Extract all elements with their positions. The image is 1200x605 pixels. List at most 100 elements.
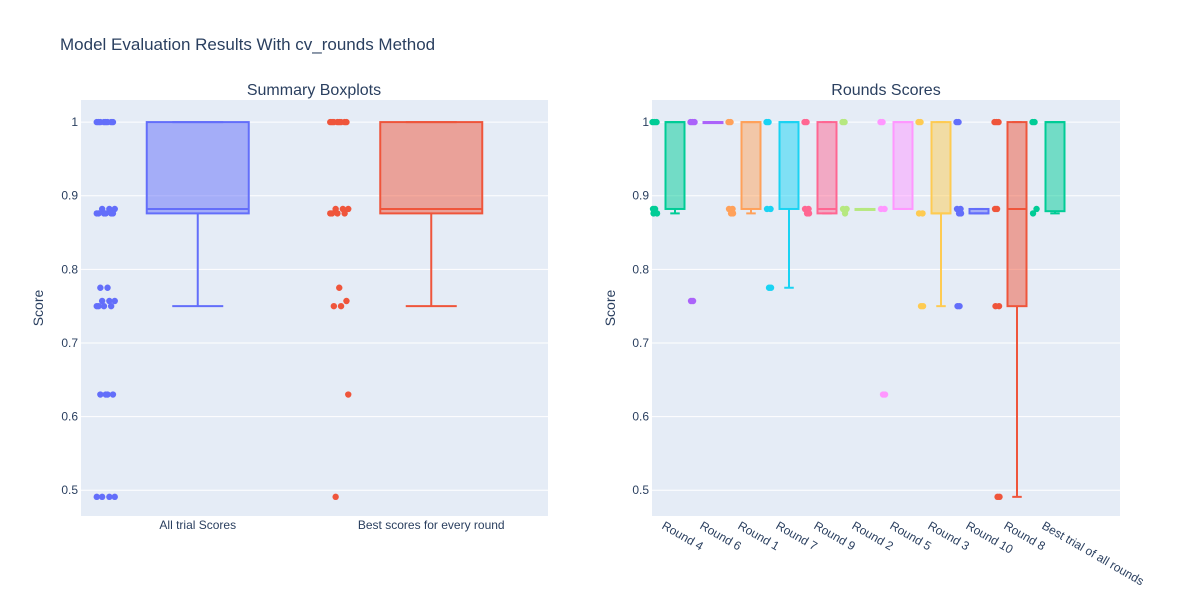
data-point	[104, 391, 111, 398]
data-point	[111, 297, 118, 305]
y-tick-label: 0.6	[632, 410, 649, 424]
data-point	[343, 118, 350, 126]
y-tick-label: 1	[642, 115, 649, 129]
data-point	[881, 391, 889, 398]
data-point	[915, 210, 923, 217]
summary-boxplots-title: Summary Boxplots	[247, 82, 381, 99]
data-point	[345, 205, 352, 213]
data-point	[334, 210, 341, 217]
x-tick-label: Round 4	[660, 518, 707, 553]
y-tick-label: 0.9	[61, 189, 78, 203]
data-point	[345, 391, 352, 398]
x-tick-label: Round 6	[698, 518, 745, 553]
data-point	[767, 284, 775, 291]
data-point	[330, 118, 338, 126]
series-group	[327, 118, 484, 501]
data-point	[992, 302, 999, 310]
data-point	[956, 302, 963, 310]
series-group	[1029, 118, 1066, 217]
y-tick-label: 0.6	[61, 410, 78, 424]
data-point	[109, 391, 117, 398]
data-point	[341, 210, 348, 217]
data-point	[805, 210, 813, 217]
data-point	[107, 302, 115, 310]
series-group	[763, 118, 800, 291]
series-group	[953, 118, 990, 310]
data-point	[653, 118, 660, 126]
data-point	[98, 493, 106, 501]
box	[740, 121, 762, 210]
box	[145, 121, 250, 215]
data-point	[763, 205, 771, 213]
series-group	[839, 118, 876, 217]
data-point	[727, 118, 734, 126]
data-point	[993, 205, 1001, 213]
box	[930, 121, 952, 215]
data-point	[337, 118, 345, 126]
data-point	[995, 118, 1002, 126]
box	[778, 121, 800, 210]
box	[1006, 121, 1028, 308]
data-point	[93, 493, 100, 501]
data-point	[109, 118, 117, 126]
data-point	[803, 118, 810, 126]
series-group	[877, 118, 914, 398]
figure-title: Model Evaluation Results With cv_rounds …	[60, 35, 435, 54]
y-tick-label: 0.8	[61, 262, 78, 276]
x-tick-label: Round 3	[926, 518, 973, 553]
data-point	[841, 210, 849, 217]
x-tick-label: Round 5	[888, 518, 935, 553]
data-point	[328, 210, 336, 217]
x-tick-label: Round 2	[850, 518, 897, 553]
data-point	[917, 118, 924, 126]
data-point	[332, 493, 339, 501]
series-group	[649, 118, 686, 217]
data-point	[919, 302, 927, 310]
box	[816, 121, 838, 215]
data-point	[336, 284, 343, 291]
series-group	[991, 118, 1028, 501]
y-tick-label: 0.5	[61, 483, 78, 497]
data-point	[343, 297, 350, 305]
series-group	[725, 118, 762, 217]
box	[379, 121, 484, 215]
box	[664, 121, 686, 210]
data-point	[689, 297, 697, 305]
data-point	[337, 302, 345, 310]
summary-y-axis-label: Score	[30, 290, 46, 327]
data-point	[650, 210, 657, 217]
y-tick-label: 0.7	[61, 336, 78, 350]
data-point	[1033, 205, 1040, 213]
x-tick-label: Round 1	[736, 518, 783, 553]
data-point	[97, 118, 104, 126]
summary-boxplots-panel: Summary Boxplots Score 0.5 0.6 0.7 0.8 0.9 1 A…	[30, 82, 548, 532]
series-group	[801, 118, 838, 217]
y-tick-label: 0.5	[632, 483, 649, 497]
data-point	[97, 391, 104, 398]
data-point	[765, 118, 772, 126]
x-tick-label: Best trial of all rounds	[1040, 518, 1147, 588]
data-point	[1031, 118, 1038, 126]
data-point	[330, 302, 338, 310]
x-tick-label: Best scores for every round	[358, 518, 505, 532]
data-point	[841, 118, 848, 126]
box	[1044, 121, 1066, 213]
data-point	[104, 284, 111, 291]
data-point	[100, 302, 108, 310]
data-point	[957, 210, 965, 217]
data-point	[106, 493, 113, 501]
rounds-scores-panel: Rounds Scores Score 0.5 0.6 0.7 0.8 0.9 1 Roun…	[602, 82, 1146, 588]
rounds-scores-title: Rounds Scores	[831, 82, 940, 99]
y-tick-label: 1	[71, 115, 78, 129]
data-point	[729, 210, 737, 217]
y-tick-label: 0.9	[632, 189, 649, 203]
data-point	[955, 118, 962, 126]
y-tick-label: 0.8	[632, 262, 649, 276]
x-tick-label: All trial Scores	[159, 518, 236, 532]
data-point	[97, 284, 104, 291]
plot-area	[652, 100, 1120, 516]
series-group	[687, 118, 724, 305]
series-group	[93, 118, 250, 501]
